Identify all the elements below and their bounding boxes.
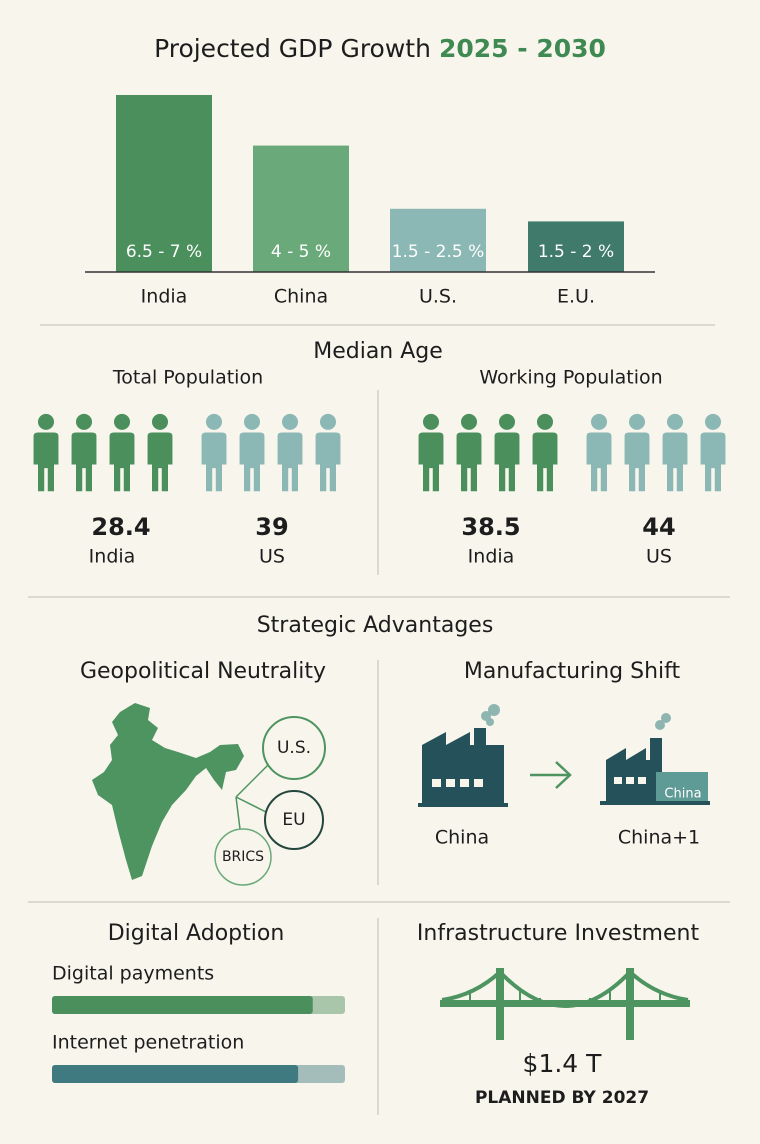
age-value: 39 bbox=[255, 513, 288, 541]
person-icon bbox=[277, 413, 303, 492]
value-label: 4 - 5 % bbox=[271, 242, 331, 262]
x-tick-label: India bbox=[141, 286, 188, 308]
bar bbox=[253, 145, 349, 272]
chart-title: Projected GDP Growth 2025 - 2030 bbox=[154, 34, 606, 63]
factory-icon bbox=[418, 704, 508, 807]
section-title: Median Age bbox=[313, 339, 443, 364]
amount: $1.4 T bbox=[523, 1049, 603, 1078]
progress-fill bbox=[52, 1065, 299, 1083]
person-icon bbox=[315, 413, 341, 492]
connectors bbox=[235, 764, 269, 830]
bar bbox=[116, 95, 212, 272]
section-title: Digital Adoption bbox=[108, 921, 285, 946]
factory-label: China+1 bbox=[618, 827, 700, 849]
arrow bbox=[530, 761, 572, 789]
age-value: 44 bbox=[642, 513, 675, 541]
factory-tag: China bbox=[664, 787, 701, 802]
person-icon bbox=[418, 413, 444, 492]
person-icon bbox=[33, 413, 59, 492]
age-value: 28.4 bbox=[91, 513, 150, 541]
bar-label: Internet penetration bbox=[52, 1032, 244, 1054]
bridge-icon bbox=[440, 968, 690, 1040]
node-circle bbox=[264, 790, 324, 850]
value-label: 6.5 - 7 % bbox=[126, 242, 202, 262]
bar bbox=[528, 221, 624, 272]
person-icon bbox=[201, 413, 227, 492]
value-label: 1.5 - 2.5 % bbox=[392, 242, 485, 262]
bar-chart: 6.5 - 7 % India 4 - 5 % China 1.5 - 2.5 % U.S… bbox=[116, 95, 624, 308]
title: Projected GDP Growth bbox=[154, 34, 431, 63]
node-label: BRICS bbox=[222, 849, 264, 865]
age-label: India bbox=[468, 546, 515, 568]
person-icon bbox=[109, 413, 135, 492]
x-tick-label: E.U. bbox=[557, 286, 595, 308]
person-icon bbox=[494, 413, 520, 492]
note: PLANNED BY 2027 bbox=[475, 1088, 649, 1108]
sub-title: Geopolitical Neutrality bbox=[80, 659, 326, 684]
person-icon bbox=[239, 413, 265, 492]
person-icon bbox=[586, 413, 612, 492]
progress-bars: Digital payments Internet penetration bbox=[52, 963, 345, 1083]
group-title: Working Population bbox=[479, 367, 662, 389]
x-tick-label: U.S. bbox=[419, 286, 457, 308]
sub-title: Manufacturing Shift bbox=[464, 659, 681, 684]
india-map bbox=[92, 703, 244, 880]
node-label: EU bbox=[282, 810, 305, 830]
person-icon bbox=[624, 413, 650, 492]
value-label: 1.5 - 2 % bbox=[538, 242, 614, 262]
node-label: U.S. bbox=[277, 738, 311, 758]
x-tick-label: China bbox=[274, 286, 328, 308]
person-icon bbox=[71, 413, 97, 492]
title-highlight: 2025 - 2030 bbox=[439, 34, 606, 63]
age-label: India bbox=[89, 546, 136, 568]
section-title: Strategic Advantages bbox=[257, 613, 494, 638]
age-value: 38.5 bbox=[461, 513, 520, 541]
factory-icon bbox=[600, 713, 710, 805]
group-title: Total Population bbox=[112, 367, 263, 389]
bar-label: Digital payments bbox=[52, 963, 214, 985]
people-icons bbox=[33, 413, 726, 492]
progress-fill bbox=[52, 996, 313, 1014]
person-icon bbox=[147, 413, 173, 492]
person-icon bbox=[700, 413, 726, 492]
person-icon bbox=[662, 413, 688, 492]
age-label: US bbox=[646, 546, 672, 568]
person-icon bbox=[532, 413, 558, 492]
age-label: US bbox=[259, 546, 285, 568]
bar bbox=[390, 208, 486, 272]
person-icon bbox=[456, 413, 482, 492]
factory-label: China bbox=[435, 827, 489, 849]
section-title: Infrastructure Investment bbox=[417, 921, 700, 946]
node-circle bbox=[262, 716, 326, 780]
node-circle bbox=[214, 828, 272, 886]
